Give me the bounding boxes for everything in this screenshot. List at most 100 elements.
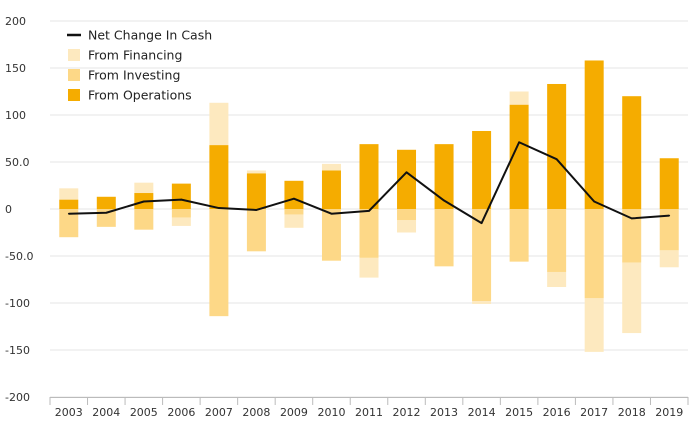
x-tick-label: 2013 [430, 406, 458, 419]
x-axis: 2003 2004 2005 2006 2007 2008 2009 2010 2011 2012… [49, 397, 689, 419]
operations-bar [321, 170, 341, 209]
financing-bar [472, 301, 492, 304]
legend-label: From Operations [88, 88, 192, 103]
y-axis-ticks: 200 150 100 50.0 0 -50.0 -100 -150 -200 [5, 15, 33, 404]
operations-bar [171, 183, 191, 209]
investing-bar [434, 209, 454, 267]
net-change-point [143, 200, 145, 203]
x-tick-label: 2012 [393, 406, 421, 419]
operations-bar [209, 145, 229, 209]
operations-bar [584, 60, 604, 210]
investing-bar [359, 209, 379, 258]
x-tick-label: 2017 [580, 406, 608, 419]
y-tick-label: -150 [5, 344, 30, 357]
net-change-point [555, 158, 558, 160]
x-tick-label: 2007 [205, 406, 233, 419]
net-change-point [330, 212, 333, 215]
net-change-point [630, 217, 633, 220]
x-tick-label: 2016 [543, 406, 571, 419]
financing-bar [584, 298, 604, 352]
investing-bar [246, 209, 266, 252]
operations-bar [622, 96, 642, 209]
financing-bar [359, 257, 379, 278]
investing-bar [659, 209, 679, 251]
x-tick-label: 2005 [130, 406, 158, 419]
x-tick-label: 2011 [355, 406, 383, 419]
investing-bar [59, 209, 79, 238]
investing-bar [284, 209, 304, 215]
y-tick-label: 200 [5, 15, 26, 28]
net-change-point [443, 199, 445, 202]
financing-bar [547, 271, 567, 288]
net-change-point [105, 211, 108, 214]
bars [59, 60, 679, 352]
legend-swatch [68, 49, 80, 61]
legend-swatch [68, 89, 80, 101]
net-change-point [368, 210, 370, 212]
legend-label: From Investing [88, 68, 180, 83]
net-change-point [67, 212, 70, 215]
y-tick-label: -50.0 [5, 250, 33, 263]
x-tick-label: 2018 [618, 406, 646, 419]
net-change-point [255, 209, 258, 211]
investing-bar [547, 209, 567, 272]
x-tick-label: 2003 [55, 406, 83, 419]
financing-bar [284, 214, 304, 228]
net-change-point [180, 198, 183, 201]
legend-swatch [68, 69, 80, 81]
operations-bar [284, 180, 304, 209]
x-tick-label: 2010 [317, 406, 345, 419]
y-tick-label: 150 [5, 62, 26, 75]
operations-bar [547, 83, 567, 209]
operations-bar [359, 144, 379, 209]
net-change-point [405, 171, 408, 174]
legend-label: From Financing [88, 48, 182, 63]
x-tick-label: 2019 [655, 406, 683, 419]
investing-bar [321, 209, 341, 261]
financing-bar [397, 220, 417, 233]
net-change-point [593, 200, 595, 203]
operations-bar [96, 196, 116, 209]
financing-bar [659, 250, 679, 268]
financing-bar [321, 163, 341, 171]
financing-bar [209, 102, 229, 146]
financing-bar [134, 182, 154, 194]
x-tick-label: 2004 [92, 406, 120, 419]
investing-bar [397, 209, 417, 221]
financing-bar [246, 170, 266, 174]
operations-bar [659, 158, 679, 209]
x-tick-label: 2015 [505, 406, 533, 419]
investing-bar [134, 209, 154, 230]
net-change-point [218, 207, 220, 209]
operations-bar [472, 130, 492, 209]
x-tick-label: 2014 [468, 406, 496, 419]
y-tick-label: -200 [5, 391, 30, 404]
legend: Net Change In Cash From Financing From Inv… [67, 28, 212, 103]
financing-bar [622, 262, 642, 334]
y-tick-label: -100 [5, 297, 30, 310]
financing-bar [509, 91, 529, 105]
net-change-point [480, 222, 483, 224]
investing-bar [509, 209, 529, 262]
operations-bar [59, 199, 79, 209]
financing-bar [59, 188, 79, 200]
operations-bar [434, 144, 454, 209]
y-tick-label: 100 [5, 109, 26, 122]
investing-bar [622, 209, 642, 263]
net-change-point [518, 141, 520, 144]
operations-bar [397, 149, 417, 209]
net-change-point [293, 197, 295, 200]
operations-bar [246, 173, 266, 209]
y-tick-label: 50.0 [5, 156, 30, 169]
net-change-point [668, 214, 671, 217]
legend-label: Net Change In Cash [88, 28, 212, 43]
net-change-line-layer [67, 141, 671, 225]
x-tick-label: 2006 [167, 406, 195, 419]
x-tick-label: 2008 [242, 406, 270, 419]
operations-bar [509, 104, 529, 209]
investing-bar [209, 209, 229, 317]
investing-bar [472, 209, 492, 302]
y-tick-label: 0 [5, 203, 12, 216]
investing-bar [584, 209, 604, 299]
